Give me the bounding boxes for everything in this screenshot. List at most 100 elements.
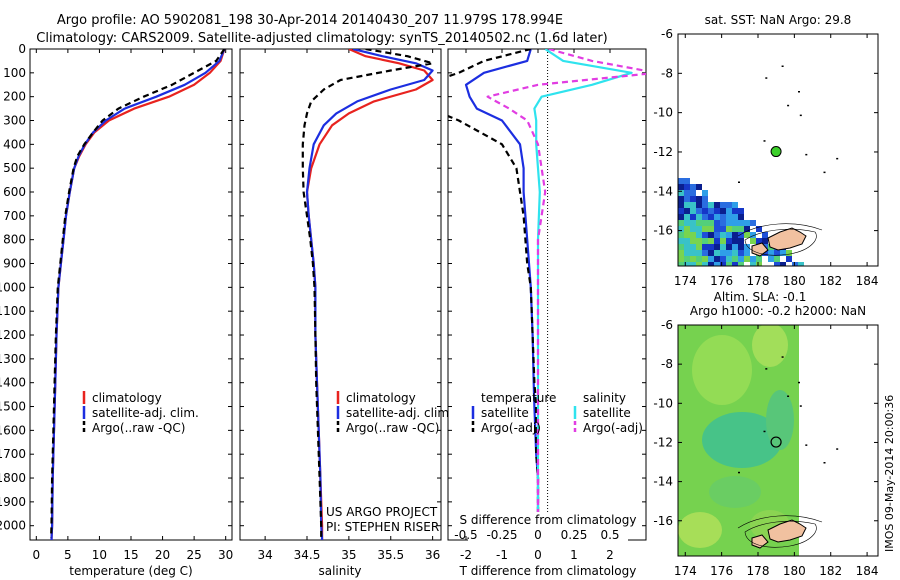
sst-cell bbox=[678, 244, 684, 250]
x-tick-label: 34.5 bbox=[294, 548, 321, 562]
sst-cell bbox=[702, 238, 708, 244]
sst-cell bbox=[708, 214, 714, 220]
sst-cell bbox=[690, 256, 696, 262]
sst-cell bbox=[696, 256, 702, 262]
sst-cell bbox=[726, 220, 732, 226]
sst-cell bbox=[720, 214, 726, 220]
sst-cell bbox=[696, 202, 702, 208]
bathymetry-contour bbox=[737, 223, 823, 237]
sst-cell bbox=[714, 208, 720, 214]
x-tick-label: 35.5 bbox=[377, 548, 404, 562]
salinity-depth-ticks bbox=[240, 48, 441, 527]
sst-cell bbox=[732, 208, 738, 214]
sst-cell bbox=[774, 256, 780, 262]
sla-blob bbox=[709, 476, 761, 508]
series-line-argo-raw-qc bbox=[50, 49, 226, 538]
depth-tick-label: 1200 bbox=[0, 328, 26, 342]
depth-tick-label: 500 bbox=[3, 161, 26, 175]
map-lon-label: 184 bbox=[856, 274, 879, 288]
difference-lines bbox=[448, 49, 646, 526]
sst-cell bbox=[696, 220, 702, 226]
depth-tick-label: 1800 bbox=[0, 471, 26, 485]
sst-cell bbox=[696, 238, 702, 244]
island-speck bbox=[836, 157, 839, 160]
altimetry-map-axes: 174 176 178 180 182 184 -6 -8 -10 -12 -14 -16 bbox=[653, 318, 878, 578]
salinity-legend: climatology satellite-adj. clim. Argo(..… bbox=[336, 391, 453, 435]
sst-cell bbox=[696, 244, 702, 250]
island-speck bbox=[805, 444, 808, 446]
sst-cell bbox=[690, 184, 696, 190]
island-speck bbox=[805, 153, 808, 156]
sst-cell bbox=[696, 262, 702, 266]
depth-tick-label: 0 bbox=[18, 42, 26, 56]
sst-cell bbox=[708, 202, 714, 208]
sst-cell bbox=[690, 196, 696, 202]
map-lat-label: -8 bbox=[661, 66, 673, 80]
sst-cell bbox=[690, 226, 696, 232]
sst-cell bbox=[696, 226, 702, 232]
map-lat-label: -14 bbox=[653, 475, 673, 489]
island-speck bbox=[787, 395, 790, 397]
sst-cell bbox=[714, 220, 720, 226]
x-tick-label: 10 bbox=[92, 548, 107, 562]
x-tick-label: 35 bbox=[341, 548, 356, 562]
island-speck bbox=[781, 65, 784, 67]
s-tick-label: 0 bbox=[534, 528, 542, 542]
sst-cell bbox=[732, 202, 738, 208]
legend-label-sal-satellite: satellite bbox=[583, 406, 631, 420]
legend-label-sal-argo: Argo(-adj) bbox=[583, 421, 643, 435]
sst-cell bbox=[714, 262, 720, 266]
sst-cell bbox=[726, 208, 732, 214]
island-speck bbox=[781, 356, 784, 358]
sst-cell bbox=[726, 256, 732, 262]
island-speck bbox=[763, 140, 766, 142]
sst-cell bbox=[732, 244, 738, 250]
sst-cell bbox=[720, 244, 726, 250]
sst-cell bbox=[750, 256, 756, 262]
s-difference-tick-labels: -0.5 -0.25 0 0.25 0.5 bbox=[454, 528, 619, 542]
sst-cell bbox=[684, 238, 690, 244]
sst-cell bbox=[708, 244, 714, 250]
altimetry-map-subtitle: Argo h1000: -0.2 h2000: NaN bbox=[690, 304, 866, 318]
map-lat-label: -10 bbox=[653, 396, 673, 410]
salinity-lines bbox=[301, 49, 434, 540]
sst-map-axes: 174 176 178 180 182 184 -6 -8 -10 -12 -14 -16 bbox=[653, 27, 878, 288]
depth-tick-label: 200 bbox=[3, 90, 26, 104]
island-speck bbox=[798, 91, 800, 93]
x-tick-label: 34 bbox=[257, 548, 272, 562]
sst-cell bbox=[708, 226, 714, 232]
project-pi: PI: STEPHEN RISER bbox=[326, 520, 439, 534]
island-speck bbox=[823, 171, 826, 174]
sst-cell bbox=[738, 244, 744, 250]
depth-tick-label: 1700 bbox=[0, 447, 26, 461]
map-lat-label: -12 bbox=[653, 435, 673, 449]
sst-cell bbox=[726, 250, 732, 256]
island-speck bbox=[765, 77, 768, 79]
s-tick-label: 0.5 bbox=[600, 528, 619, 542]
x-tick-label: -1 bbox=[496, 548, 508, 562]
sst-cell bbox=[762, 238, 768, 244]
temperature-x-axis: 0 5 10 15 20 25 30 bbox=[32, 49, 233, 562]
sst-cell bbox=[684, 202, 690, 208]
sst-cell bbox=[756, 256, 762, 262]
altimetry-map-content bbox=[678, 325, 839, 556]
sst-cell bbox=[744, 226, 750, 232]
sst-cell bbox=[726, 202, 732, 208]
sst-cell bbox=[702, 208, 708, 214]
depth-tick-label: 900 bbox=[3, 257, 26, 271]
figure-title-line1: Argo profile: AO 5902081_198 30-Apr-2014… bbox=[57, 13, 563, 28]
sst-cell bbox=[738, 226, 744, 232]
sst-cell bbox=[708, 238, 714, 244]
sst-cell bbox=[786, 250, 792, 256]
difference-depth-ticks bbox=[448, 48, 646, 527]
temperature-plot-frame bbox=[29, 48, 233, 541]
sst-cell bbox=[762, 232, 768, 238]
sst-cell bbox=[690, 190, 696, 196]
sst-cell bbox=[696, 196, 702, 202]
sst-cell bbox=[750, 232, 756, 238]
sla-blob bbox=[752, 325, 788, 367]
series-line-argo-adj bbox=[448, 49, 540, 526]
sst-cell bbox=[708, 220, 714, 226]
sst-cell bbox=[720, 250, 726, 256]
